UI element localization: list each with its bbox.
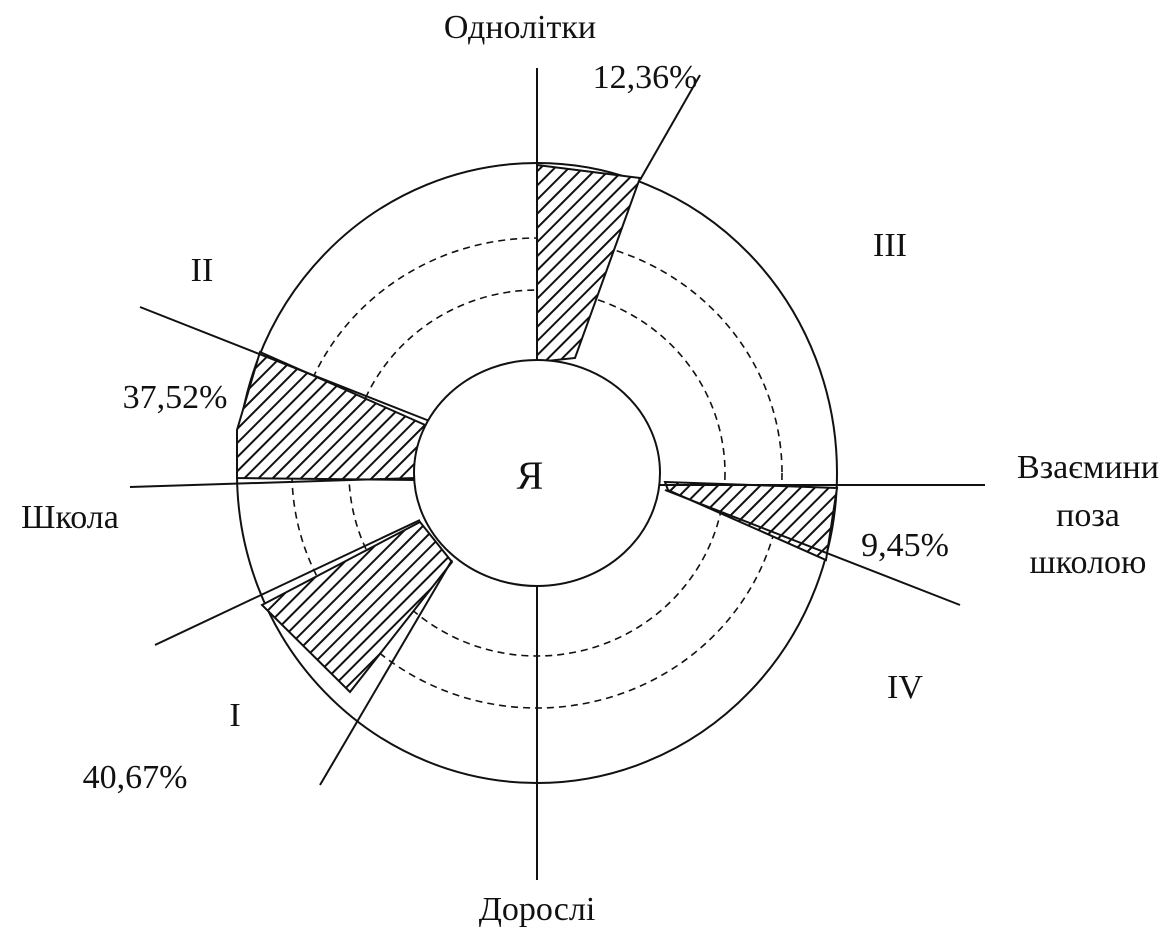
axis-label: Однолітки <box>444 9 596 46</box>
axis-lines <box>129 68 985 880</box>
wedges <box>236 163 839 694</box>
quadrant-label: IV <box>887 669 923 706</box>
quadrant-label: II <box>191 252 214 289</box>
percentage-label: 37,52% <box>123 379 228 416</box>
quadrant-label: III <box>873 227 907 264</box>
axis-label: Взаємини <box>1017 449 1159 486</box>
percentage-label: 9,45% <box>861 527 949 564</box>
axis-label: Школа <box>21 499 119 536</box>
axis-label: Дорослі <box>479 891 596 928</box>
center-label: Я <box>517 453 544 498</box>
axis-label: школою <box>1030 544 1147 581</box>
percentage-label: 40,67% <box>83 759 188 796</box>
quadrant-label: I <box>229 697 240 734</box>
percentage-label: 12,36% <box>593 59 698 96</box>
center-circle <box>413 359 661 587</box>
axis-label: поза <box>1056 497 1120 534</box>
